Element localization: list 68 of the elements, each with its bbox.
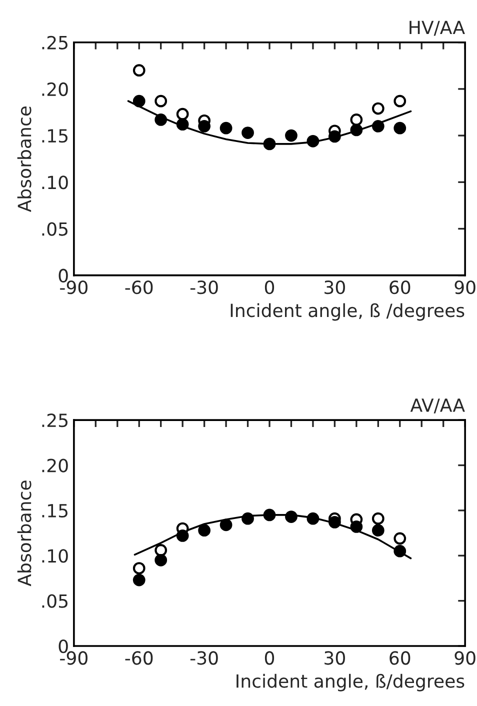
point	[242, 512, 254, 525]
point	[132, 562, 146, 574]
point	[263, 138, 276, 150]
point	[328, 516, 341, 528]
point	[154, 554, 168, 566]
point	[394, 544, 406, 558]
x-tick-label: -60	[125, 651, 153, 665]
y-tick-label: .10	[42, 549, 68, 563]
chart-title: AV/AA	[410, 398, 465, 414]
x-tick-label: 90	[454, 280, 476, 294]
y-tick-label: .05	[42, 594, 68, 608]
point	[176, 108, 189, 120]
point	[263, 508, 276, 522]
point	[132, 64, 146, 77]
point	[285, 510, 298, 523]
point	[372, 524, 384, 537]
point	[198, 120, 211, 132]
x-tick-label: -30	[190, 651, 218, 665]
x-tick-label: 90	[454, 651, 476, 665]
x-tick-label: -60	[125, 280, 153, 294]
y-tick-label: 0	[58, 268, 68, 282]
point	[328, 130, 341, 143]
point	[350, 520, 363, 533]
y-tick-label: .20	[42, 82, 68, 96]
chart-title: HV/AA	[410, 20, 465, 36]
x-tick-label: -90	[60, 280, 88, 294]
point	[132, 94, 146, 108]
point	[242, 126, 254, 139]
point	[176, 118, 189, 131]
x-axis-title: Incident angle, ß /degrees	[230, 303, 464, 321]
x-tick-label: 60	[390, 651, 410, 665]
x-tick-label: -30	[190, 280, 218, 294]
point	[198, 524, 211, 537]
point	[394, 532, 406, 545]
y-tick-label: .20	[42, 458, 68, 472]
x-tick-label: 30	[324, 651, 345, 665]
y-axis-title: Absorbance	[17, 480, 32, 586]
point	[394, 94, 406, 108]
x-axis-title: Incident angle, ß/degrees	[236, 674, 464, 692]
point	[176, 530, 189, 542]
x-tick-label: -90	[60, 651, 88, 665]
point	[394, 122, 406, 134]
y-axis-title: Absorbance	[17, 106, 32, 212]
y-tick-label: .15	[42, 129, 68, 143]
x-tick-label: 0	[264, 280, 274, 294]
y-tick-label: .25	[42, 36, 68, 50]
x-tick-label: 0	[264, 651, 274, 665]
y-tick-label: .10	[42, 176, 68, 190]
y-tick-label: .15	[42, 504, 68, 518]
point	[306, 512, 320, 525]
y-tick-label: .25	[42, 414, 68, 428]
point	[154, 544, 168, 556]
point	[372, 512, 384, 525]
point	[372, 120, 384, 132]
point	[132, 574, 146, 586]
y-tick-label: 0	[58, 639, 68, 654]
point	[372, 102, 384, 115]
point	[350, 124, 363, 136]
y-tick-label: .05	[42, 222, 68, 236]
point	[154, 114, 168, 126]
point	[350, 114, 363, 126]
point	[220, 122, 232, 134]
point	[220, 518, 232, 532]
x-tick-label: 60	[390, 280, 410, 294]
point	[154, 94, 168, 108]
point	[306, 134, 320, 148]
x-tick-label: 30	[324, 280, 345, 294]
point	[285, 129, 298, 142]
